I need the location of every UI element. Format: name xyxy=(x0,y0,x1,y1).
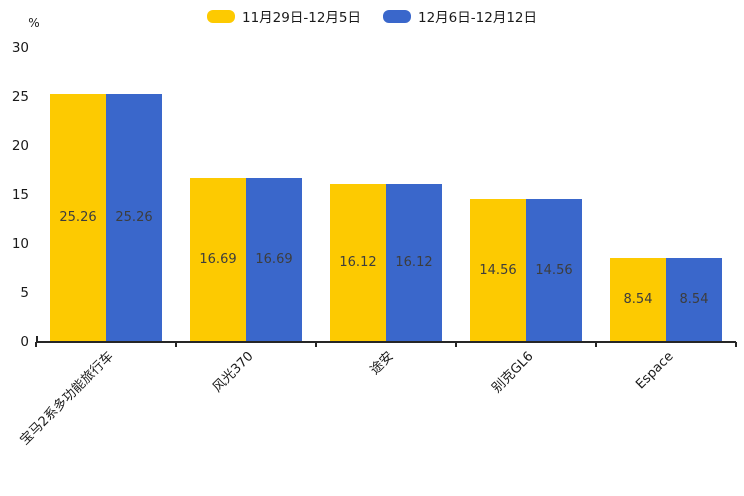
bar-series-1-Espace xyxy=(610,258,666,342)
bar-value-label: 25.26 xyxy=(59,210,97,226)
bar-value-label: 16.69 xyxy=(199,252,237,268)
x-axis-tick xyxy=(35,342,37,347)
bar-series-1-途安 xyxy=(330,184,386,342)
legend-label-period-2: 12月6日-12月12日 xyxy=(418,10,537,26)
legend-swatch-yellow xyxy=(207,9,235,23)
x-axis-line xyxy=(36,341,736,343)
x-axis-tick xyxy=(735,342,737,347)
y-tick-label: 0 xyxy=(20,334,29,350)
y-tick-label: 30 xyxy=(11,40,29,56)
bar-value-label: 14.56 xyxy=(535,262,573,278)
y-tick-label: 15 xyxy=(11,187,29,203)
y-tick-label: 20 xyxy=(11,138,29,154)
bar-series-1-宝马2系多功能旅行车 xyxy=(50,94,106,342)
y-tick-label: 10 xyxy=(11,236,29,252)
bar-value-label: 8.54 xyxy=(679,292,709,308)
x-category-label: 别克GL6 xyxy=(489,349,537,397)
bar-value-label: 25.26 xyxy=(115,210,153,226)
bar-value-label: 16.12 xyxy=(339,255,377,270)
bar-value-label: 16.69 xyxy=(255,252,293,268)
bar-series-2-风光370 xyxy=(246,178,302,342)
bar-series-2-Espace xyxy=(666,258,722,342)
legend: 11月29日-12月5日 12月6日-12月12日 xyxy=(0,6,744,26)
x-category-label: Espace xyxy=(633,349,677,393)
axis-left-end-stub xyxy=(36,336,38,342)
x-category-label: 宝马2系多功能旅行车 xyxy=(17,349,117,449)
legend-item-period-1: 11月29日-12月5日 xyxy=(207,6,361,26)
x-axis-tick xyxy=(595,342,597,347)
bar-series-2-宝马2系多功能旅行车 xyxy=(106,94,162,342)
x-axis-tick xyxy=(455,342,457,347)
x-category-label: 途安 xyxy=(367,349,397,379)
bar-value-label: 16.12 xyxy=(395,255,433,270)
legend-swatch-blue xyxy=(383,9,411,23)
bar-series-2-别克GL6 xyxy=(526,199,582,342)
bar-series-2-途安 xyxy=(386,184,442,342)
bar-value-label: 8.54 xyxy=(623,292,653,308)
legend-item-period-2: 12月6日-12月12日 xyxy=(383,6,537,26)
x-axis-tick xyxy=(175,342,177,347)
x-axis-tick xyxy=(315,342,317,347)
bar-series-1-别克GL6 xyxy=(470,199,526,342)
y-tick-label: 5 xyxy=(20,285,29,301)
bar-series-1-风光370 xyxy=(190,178,246,342)
bar-value-label: 14.56 xyxy=(479,262,517,278)
y-axis-unit-label: % xyxy=(28,16,40,30)
legend-label-period-1: 11月29日-12月5日 xyxy=(242,10,361,26)
x-category-label: 风光370 xyxy=(210,349,257,396)
y-tick-label: 25 xyxy=(11,89,29,105)
